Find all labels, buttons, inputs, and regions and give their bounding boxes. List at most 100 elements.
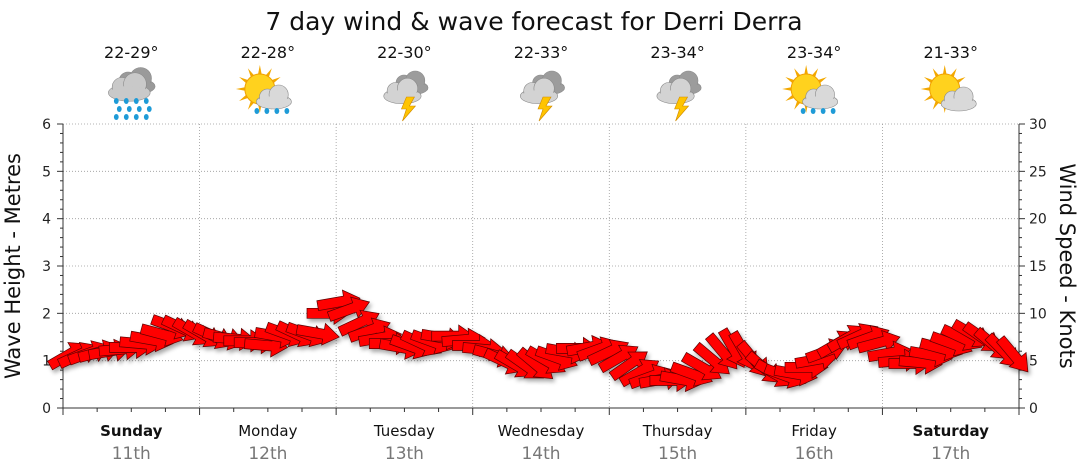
sun-ray bbox=[804, 65, 808, 75]
y-tick-label: 4 bbox=[42, 212, 51, 228]
day-name-label: Tuesday bbox=[373, 422, 435, 440]
sun-ray bbox=[794, 68, 801, 78]
rain-drop bbox=[133, 98, 139, 104]
temperature-label: 23-34° bbox=[650, 43, 705, 62]
y-tick-label: 1 bbox=[42, 354, 51, 370]
day-date-label: 11th bbox=[112, 444, 151, 464]
y-tick-label: 3 bbox=[42, 259, 51, 275]
sun-ray bbox=[785, 77, 795, 84]
temperature-label: 21-33° bbox=[923, 43, 978, 62]
temperature-label: 22-29° bbox=[104, 43, 159, 62]
sun-cloud-rain-icon bbox=[782, 65, 839, 114]
cloud-shape bbox=[940, 86, 977, 112]
sun-ray bbox=[782, 87, 792, 91]
sun-ray bbox=[923, 77, 933, 84]
y-tick-label: 2 bbox=[42, 306, 51, 322]
y-tick-label: 6 bbox=[42, 117, 51, 133]
y-tick-label: 0 bbox=[42, 401, 51, 417]
thunderstorm-icon bbox=[519, 70, 565, 122]
cloud-shape bbox=[255, 84, 292, 110]
sun-ray bbox=[950, 68, 957, 78]
rain-drop bbox=[113, 114, 119, 120]
chart-title: 7 day wind & wave forecast for Derri Der… bbox=[265, 7, 802, 36]
sun-ray bbox=[239, 77, 248, 84]
rain-drop bbox=[143, 114, 149, 120]
rain-drop bbox=[800, 108, 806, 114]
y2-tick-label: 0 bbox=[1029, 401, 1038, 417]
plot-area: 0 1 2 3 4 5 6 0 5 10 15 20 25 30 bbox=[42, 117, 1047, 417]
sun-ray bbox=[932, 68, 939, 78]
rain-drop bbox=[146, 106, 152, 112]
rain-drop bbox=[820, 108, 826, 114]
cloud-part bbox=[522, 90, 556, 103]
sun-ray bbox=[812, 68, 819, 78]
wind-arrow bbox=[295, 322, 340, 346]
sun-ray bbox=[794, 100, 801, 110]
day-name-label: Saturday bbox=[913, 422, 990, 440]
day-name-label: Wednesday bbox=[498, 422, 585, 440]
y2-tick-label: 15 bbox=[1029, 259, 1047, 275]
sun-ray bbox=[271, 77, 281, 84]
cloud-part bbox=[385, 90, 420, 103]
day-name-label: Sunday bbox=[100, 422, 163, 440]
lightning-bolt bbox=[400, 96, 417, 122]
day-date-label: 12th bbox=[248, 444, 287, 464]
day-date-label: 17th bbox=[931, 444, 970, 464]
sun-ray bbox=[932, 100, 939, 110]
sun-ray bbox=[942, 65, 947, 75]
temperature-label: 22-33° bbox=[514, 43, 569, 62]
axes: 0 1 2 3 4 5 6 0 5 10 15 20 25 30 bbox=[42, 117, 1047, 417]
rain-drop bbox=[136, 106, 142, 112]
weather-icons: 22-29° 22-28° 22-30° 22-33° 23-34° 23-34° 21-3… bbox=[104, 43, 978, 122]
rain-drop bbox=[274, 108, 280, 114]
rain-drop bbox=[143, 98, 149, 104]
sun-ray bbox=[785, 94, 795, 101]
cloud-part bbox=[804, 96, 837, 108]
sun-ray bbox=[923, 94, 933, 101]
wind-arrow bbox=[692, 341, 730, 375]
y2-tick-label: 10 bbox=[1029, 306, 1047, 322]
sun-ray bbox=[247, 100, 254, 110]
cloud-part bbox=[658, 90, 693, 103]
cloud-shape bbox=[383, 77, 422, 105]
cloud-shape bbox=[802, 84, 839, 110]
sun-ray bbox=[239, 94, 248, 101]
rain-drop bbox=[254, 108, 260, 114]
rain-drop bbox=[123, 114, 129, 120]
sun-ray bbox=[920, 87, 930, 91]
y2-tick-label: 25 bbox=[1029, 164, 1047, 180]
cloud-shape bbox=[519, 77, 558, 105]
y-tick-label: 5 bbox=[42, 164, 51, 180]
day-date-label: 15th bbox=[658, 444, 697, 464]
sun-ray bbox=[818, 77, 827, 84]
day-name-label: Thursday bbox=[642, 422, 713, 440]
sun-cloud-rain-icon bbox=[235, 65, 292, 114]
rain-drop bbox=[264, 108, 270, 114]
lightning-bolt bbox=[537, 96, 553, 122]
rain-drop bbox=[113, 98, 119, 104]
cloud-shape bbox=[656, 77, 695, 105]
sun-ray bbox=[235, 87, 245, 91]
rain-drop bbox=[830, 108, 836, 114]
sun-ray bbox=[265, 68, 272, 78]
rain-drop bbox=[116, 106, 122, 112]
sun-cloud-icon bbox=[920, 65, 977, 113]
cloud-shape bbox=[108, 72, 151, 102]
y2-tick-label: 30 bbox=[1029, 117, 1047, 133]
y2-tick-label: 5 bbox=[1029, 354, 1038, 370]
temperature-label: 22-28° bbox=[241, 43, 296, 62]
thunderstorm-icon bbox=[656, 70, 702, 122]
lightning-bolt bbox=[674, 96, 690, 122]
y-axis-label: Wave Height - Metres bbox=[1, 153, 25, 379]
day-name-label: Monday bbox=[238, 422, 297, 440]
rain-drop bbox=[284, 108, 290, 114]
rain-drop bbox=[123, 98, 129, 104]
day-date-label: 16th bbox=[795, 444, 834, 464]
day-date-label: 13th bbox=[385, 444, 424, 464]
wind-arrow bbox=[326, 296, 371, 322]
day-name-label: Friday bbox=[791, 422, 837, 440]
cloud-part bbox=[110, 86, 149, 100]
sun-ray bbox=[258, 65, 262, 75]
temperature-label: 23-34° bbox=[787, 43, 842, 62]
heavy-rain-icon bbox=[108, 67, 156, 120]
